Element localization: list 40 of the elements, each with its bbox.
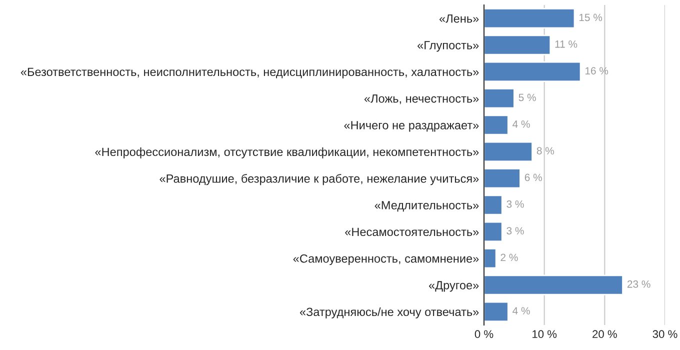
y-tick-label: «Равнодушие, безразличие к работе, нежелание учиться» [160, 174, 479, 186]
bar [484, 301, 509, 322]
y-tick-label: «Медлительность» [374, 201, 479, 212]
bar [484, 168, 521, 189]
data-label: 5 % [518, 94, 536, 102]
y-tick-label: «Другое» [428, 281, 479, 292]
data-label: 3 % [506, 200, 524, 208]
data-label: 15 % [579, 14, 602, 22]
bar [484, 248, 497, 269]
y-tick-label: «Ничего не раздражает» [344, 121, 479, 132]
x-tick-label: 20 % [592, 330, 617, 338]
y-tick-label: «Самоуверенность, самомнение» [293, 254, 479, 266]
y-tick-label: «Несамостоятельность» [345, 228, 479, 236]
bar [484, 8, 576, 29]
bar [484, 61, 582, 82]
data-label: 6 % [524, 174, 542, 182]
bar [484, 141, 533, 162]
data-label: 2 % [500, 254, 518, 262]
y-tick-label: «Безответственность, неисполнительность, недисциплинированность, халатность» [20, 68, 479, 78]
data-label: 16 % [585, 67, 608, 74]
bar [484, 88, 515, 109]
bar [484, 221, 503, 242]
y-tick-label: «Ложь, нечестность» [364, 94, 479, 104]
data-label: 11 % [555, 40, 578, 48]
data-label: 3 % [506, 227, 524, 234]
x-tick-label: 30 % [652, 330, 678, 338]
y-tick-label: «Непрофессионализм, отсутствие квалификации, некомпетентность» [95, 147, 479, 158]
x-tick-label: 0 % [474, 330, 494, 338]
y-tick-label: «Лень» [440, 14, 479, 23]
bar [484, 114, 509, 136]
y-tick-label: «Затрудняюсь/не хочу отвечать» [300, 307, 479, 318]
bar [484, 274, 624, 296]
bar [484, 194, 503, 216]
data-label: 23 % [627, 280, 650, 288]
data-label: 4 % [512, 120, 530, 128]
y-tick-label: «Глупость» [418, 41, 479, 52]
x-tick-label: 10 % [532, 330, 557, 338]
bar [484, 34, 552, 56]
data-label: 4 % [512, 307, 530, 314]
data-label: 8 % [536, 147, 554, 154]
